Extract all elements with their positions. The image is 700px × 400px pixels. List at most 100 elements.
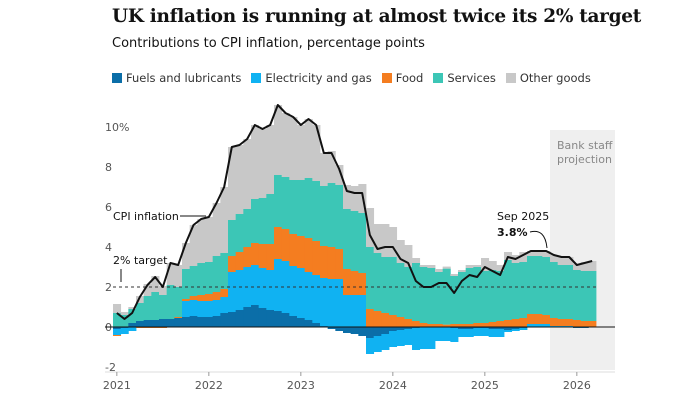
- bar-services: [404, 267, 413, 319]
- bar-other-goods: [304, 119, 313, 178]
- bar-fuels-and-lubricants: [358, 327, 367, 336]
- bar-services: [519, 262, 528, 318]
- bar-services: [373, 253, 382, 311]
- bar-electricity-and-gas: [458, 329, 467, 337]
- bar-other-goods: [565, 257, 574, 265]
- bar-electricity-and-gas: [350, 295, 359, 327]
- bar-food: [550, 318, 559, 326]
- bar-fuels-and-lubricants: [197, 317, 206, 327]
- bar-fuels-and-lubricants: [159, 319, 168, 327]
- bar-other-goods: [143, 284, 152, 296]
- bar-other-goods: [297, 125, 306, 180]
- bar-food: [496, 321, 505, 327]
- bar-other-goods: [427, 265, 436, 268]
- bar-fuels-and-lubricants: [488, 327, 497, 329]
- legend-swatch: [381, 73, 392, 83]
- bar-services: [266, 194, 275, 244]
- bar-services: [274, 175, 283, 227]
- bar-fuels-and-lubricants: [281, 313, 290, 327]
- bar-services: [389, 257, 398, 315]
- bar-fuels-and-lubricants: [166, 319, 175, 327]
- bar-fuels-and-lubricants: [350, 327, 359, 334]
- bar-food: [358, 273, 367, 295]
- bar-services: [504, 260, 513, 320]
- bar-electricity-and-gas: [320, 278, 329, 326]
- legend-label: Electricity and gas: [265, 71, 372, 85]
- bar-services: [458, 272, 467, 324]
- bar-food: [182, 299, 191, 301]
- bar-other-goods: [136, 296, 145, 303]
- bar-other-goods: [488, 261, 497, 270]
- bar-food: [189, 296, 198, 300]
- bar-electricity-and-gas: [266, 270, 275, 310]
- bar-food: [174, 317, 183, 318]
- bar-electricity-and-gas: [519, 328, 528, 330]
- bar-fuels-and-lubricants: [212, 316, 221, 327]
- bar-services: [243, 209, 252, 247]
- bar-other-goods: [189, 225, 198, 266]
- legend-swatch: [112, 73, 122, 83]
- bar-services: [580, 271, 589, 321]
- bar-fuels-and-lubricants: [243, 307, 252, 327]
- bar-services: [120, 315, 129, 327]
- bar-fuels-and-lubricants: [220, 313, 229, 327]
- bar-food: [281, 229, 290, 261]
- bar-services: [151, 292, 160, 320]
- bar-other-goods: [274, 105, 283, 175]
- bar-other-goods: [281, 113, 290, 177]
- bar-other-goods: [542, 251, 551, 257]
- bar-food: [419, 323, 428, 327]
- bar-other-goods: [212, 203, 221, 256]
- bar-food: [465, 324, 474, 327]
- bar-other-goods: [381, 224, 390, 257]
- bar-electricity-and-gas: [327, 279, 336, 327]
- bar-services: [297, 180, 306, 236]
- bar-other-goods: [534, 251, 543, 256]
- bar-services: [182, 269, 191, 299]
- bar-other-goods: [580, 262, 589, 271]
- bar-fuels-and-lubricants: [189, 316, 198, 327]
- legend-label: Services: [447, 71, 496, 85]
- bar-other-goods: [435, 269, 444, 272]
- bar-fuels-and-lubricants: [373, 327, 382, 336]
- bar-fuels-and-lubricants: [228, 312, 237, 327]
- bar-fuels-and-lubricants: [151, 320, 160, 327]
- bar-electricity-and-gas: [427, 327, 436, 349]
- bar-services: [289, 180, 298, 234]
- bar-electricity-and-gas: [488, 329, 497, 337]
- bar-other-goods: [504, 252, 513, 260]
- bar-electricity-and-gas: [419, 327, 428, 349]
- bar-services: [312, 181, 321, 241]
- bar-other-goods: [205, 217, 214, 262]
- bar-fuels-and-lubricants: [289, 316, 298, 327]
- bar-services: [189, 266, 198, 296]
- bar-other-goods: [458, 270, 467, 272]
- bar-fuels-and-lubricants: [396, 327, 405, 330]
- bar-other-goods: [473, 265, 482, 267]
- y-axis: 10%86420-2: [105, 121, 129, 374]
- bar-other-goods: [220, 187, 229, 253]
- bar-electricity-and-gas: [297, 268, 306, 318]
- bar-electricity-and-gas: [189, 300, 198, 316]
- bar-electricity-and-gas: [404, 329, 413, 345]
- legend-swatch: [251, 73, 262, 83]
- bar-food: [366, 309, 375, 327]
- callout-value: 3.8%: [497, 226, 528, 239]
- bar-other-goods: [450, 274, 459, 276]
- legend-swatch: [505, 73, 516, 83]
- target-label: 2% target: [113, 254, 168, 267]
- bar-services: [258, 198, 267, 244]
- bar-electricity-and-gas: [373, 336, 382, 352]
- bar-services: [304, 178, 313, 238]
- bar-electricity-and-gas: [381, 334, 390, 350]
- bar-fuels-and-lubricants: [205, 317, 214, 327]
- bar-electricity-and-gas: [228, 272, 237, 312]
- legend-label: Food: [395, 71, 424, 85]
- legend: Fuels and lubricants Electricity and gas…: [112, 71, 591, 85]
- y-tick-label: -2: [105, 361, 116, 374]
- callout-leader: [529, 230, 548, 249]
- bar-fuels-and-lubricants: [304, 320, 313, 327]
- bar-food: [527, 314, 536, 324]
- bar-food: [289, 234, 298, 266]
- bar-services: [113, 313, 122, 327]
